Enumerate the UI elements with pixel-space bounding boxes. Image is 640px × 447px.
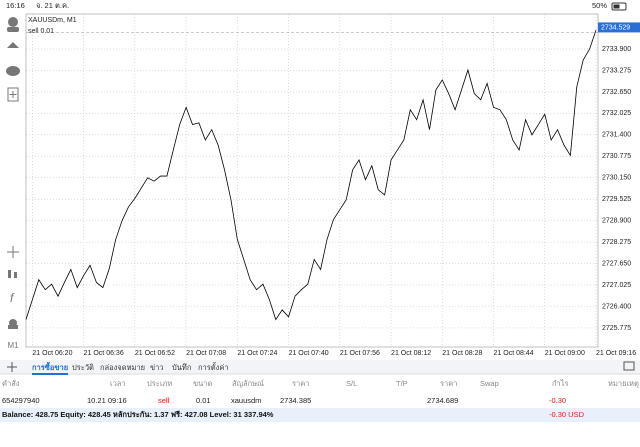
tab[interactable]: ประวัติ bbox=[72, 363, 94, 372]
indicator-icon bbox=[14, 272, 17, 278]
layout-icon bbox=[623, 361, 635, 371]
column-header: กำไร bbox=[552, 379, 569, 388]
cell-profit: -0.30 bbox=[549, 396, 567, 405]
cell-current-price: 2734.689 bbox=[427, 396, 459, 405]
x-tick-label: 21 Oct 08:44 bbox=[494, 350, 534, 357]
y-tick-label: 2732.025 bbox=[602, 110, 631, 117]
x-tick-label: 21 Oct 08:12 bbox=[391, 350, 431, 357]
tab[interactable]: กล่องจดหมาย bbox=[100, 363, 146, 372]
column-header: สัญลักษณ์ bbox=[232, 379, 265, 388]
indicator-icon bbox=[8, 270, 11, 278]
crosshair-icon bbox=[7, 246, 19, 258]
y-tick-label: 2730.775 bbox=[602, 153, 631, 160]
x-tick-label: 21 Oct 07:08 bbox=[186, 350, 226, 357]
account-icon bbox=[7, 27, 19, 32]
column-header: คำสั่ง bbox=[2, 379, 20, 388]
balance-bar bbox=[0, 408, 640, 422]
function-icon: f bbox=[10, 291, 15, 305]
cell-volume: 0.01 bbox=[196, 396, 211, 405]
cell-price: 2734.385 bbox=[280, 396, 312, 405]
battery-icon bbox=[613, 4, 620, 9]
objects-icon bbox=[8, 325, 18, 329]
column-header: ประเภท bbox=[147, 379, 173, 388]
x-tick-label: 21 Oct 07:40 bbox=[289, 350, 329, 357]
column-header: เวลา bbox=[110, 379, 126, 388]
battery-icon bbox=[611, 2, 627, 11]
column-header: ราคา bbox=[440, 379, 458, 388]
tab[interactable]: ข่าว bbox=[150, 363, 164, 372]
y-tick-label: 2725.775 bbox=[602, 325, 631, 332]
column-header: S/L bbox=[346, 379, 358, 388]
toolbar-icons: f bbox=[6, 2, 635, 372]
x-tick-label: 21 Oct 08:28 bbox=[442, 350, 482, 357]
y-tick-label: 2729.525 bbox=[602, 196, 631, 203]
x-tick-label: 21 Oct 06:20 bbox=[32, 350, 72, 357]
tab[interactable]: การตั้งค่า bbox=[198, 363, 229, 372]
order-label: sell 0.01 bbox=[28, 28, 54, 35]
y-tick-label: 2732.650 bbox=[602, 89, 631, 96]
balance-summary: Balance: 428.75 Equity: 428.45 หลักประกั… bbox=[2, 410, 274, 419]
tab[interactable]: การซื้อขาย bbox=[32, 363, 69, 375]
trade-icon bbox=[7, 42, 19, 48]
chat-icon bbox=[6, 66, 20, 76]
plot-frame bbox=[25, 13, 599, 348]
cell-order: 654297940 bbox=[2, 396, 40, 405]
x-tick-label: 21 Oct 09:16 bbox=[596, 350, 636, 357]
column-header: หมายเหตุ bbox=[608, 379, 639, 388]
x-tick-label: 21 Oct 06:52 bbox=[135, 350, 175, 357]
y-tick-label: 2726.400 bbox=[602, 303, 631, 310]
new-order-icon bbox=[9, 91, 17, 98]
y-tick-label: 2727.025 bbox=[602, 282, 631, 289]
account-icon bbox=[8, 17, 18, 27]
last-price-label: 2734.529 bbox=[601, 24, 630, 31]
column-header: ขนาด bbox=[193, 379, 213, 388]
add-icon bbox=[7, 362, 17, 372]
y-tick-label: 2733.900 bbox=[602, 46, 631, 53]
last-price-box bbox=[598, 22, 640, 33]
y-tick-label: 2727.650 bbox=[602, 260, 631, 267]
x-tick-label: 21 Oct 07:24 bbox=[237, 350, 277, 357]
tab[interactable]: บันทึก bbox=[172, 363, 192, 372]
chart-title: XAUUSDm, M1 bbox=[28, 17, 77, 24]
tab-bar bbox=[0, 360, 640, 374]
new-order-icon bbox=[7, 87, 19, 102]
y-tick-label: 2728.275 bbox=[602, 239, 631, 246]
x-tick-label: 21 Oct 06:36 bbox=[84, 350, 124, 357]
cell-type: sell bbox=[158, 396, 170, 405]
y-tick-label: 2731.400 bbox=[602, 132, 631, 139]
column-header: Swap bbox=[480, 379, 499, 388]
timeframe[interactable]: M1 bbox=[7, 341, 19, 350]
status-time: 16:16 bbox=[6, 1, 25, 10]
column-header: T/P bbox=[396, 379, 408, 388]
y-tick-label: 2730.150 bbox=[602, 175, 631, 182]
x-tick-label: 21 Oct 09:00 bbox=[545, 350, 585, 357]
y-tick-label: 2728.900 bbox=[602, 218, 631, 225]
price-line bbox=[25, 30, 597, 321]
status-battery: 50% bbox=[592, 1, 608, 10]
status-date: จ. 21 ต.ค. bbox=[36, 1, 70, 10]
column-header: ราคา bbox=[292, 379, 310, 388]
cell-symbol: xauusdm bbox=[231, 396, 262, 405]
x-tick-label: 21 Oct 07:56 bbox=[340, 350, 380, 357]
total-profit: -0.30 USD bbox=[549, 410, 585, 419]
y-tick-label: 2733.275 bbox=[602, 67, 631, 74]
cell-time: 10.21 09:16 bbox=[87, 396, 127, 405]
